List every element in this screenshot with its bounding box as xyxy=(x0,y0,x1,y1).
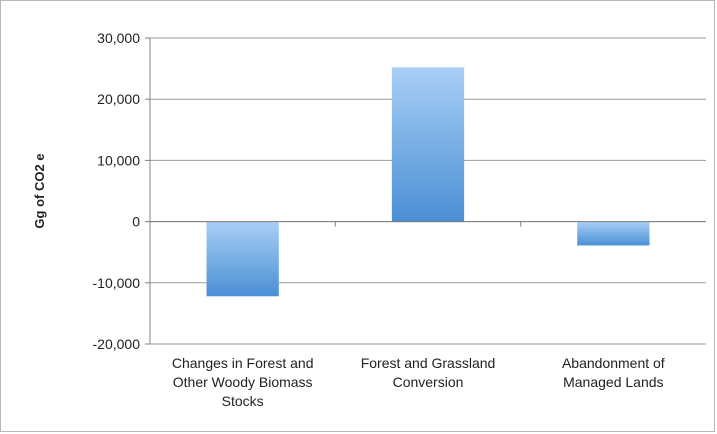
bar xyxy=(577,221,650,246)
x-category-label: Forest and Grassland xyxy=(361,355,496,371)
gridlines xyxy=(145,37,706,345)
x-category-label: Managed Lands xyxy=(563,374,663,390)
x-category-labels: Changes in Forest and Other Woody Biomass… xyxy=(172,355,665,409)
x-category-label: Abandonment of xyxy=(562,355,665,371)
bars xyxy=(206,67,650,297)
axes xyxy=(149,38,706,344)
y-tick-label: 30,000 xyxy=(97,30,140,46)
y-tick-label: 0 xyxy=(132,214,140,230)
y-tick-labels: 30,000 20,000 10,000 0 -10,000 -20,000 xyxy=(93,30,141,352)
y-tick-label: 10,000 xyxy=(97,152,140,168)
bar xyxy=(391,67,465,222)
x-category-label: Stocks xyxy=(222,393,264,409)
y-tick-label: 20,000 xyxy=(97,91,140,107)
y-tick-label: -20,000 xyxy=(93,336,141,352)
x-category-label: Other Woody Biomass xyxy=(173,374,313,390)
bar xyxy=(206,221,279,297)
x-category-label: Changes in Forest and xyxy=(172,355,314,371)
y-axis-label: Gg of CO2 e xyxy=(32,153,47,228)
y-tick-label: -10,000 xyxy=(93,275,141,291)
x-category-label: Conversion xyxy=(393,374,464,390)
